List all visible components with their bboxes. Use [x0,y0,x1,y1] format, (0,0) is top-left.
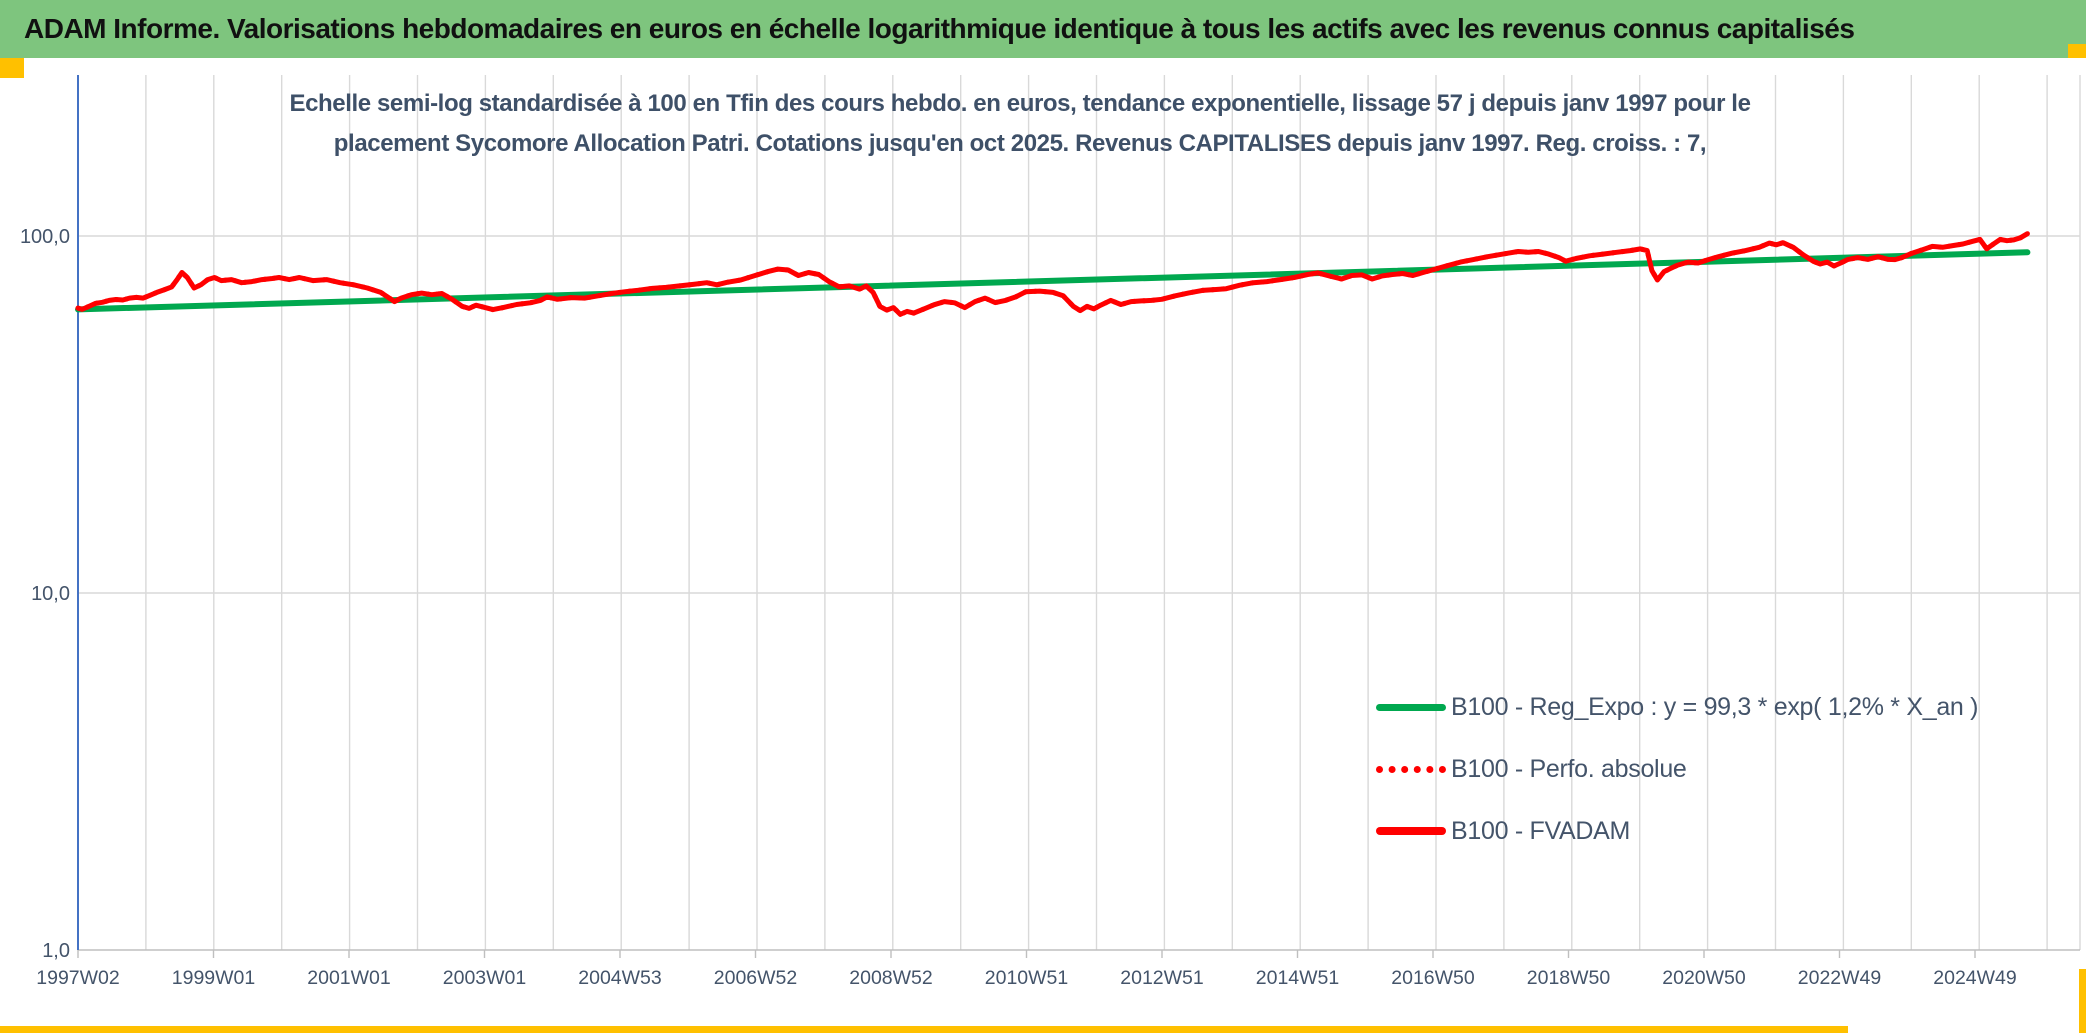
x-tick-label: 1999W01 [172,967,255,989]
x-tick-label: 2012W51 [1120,967,1203,989]
x-tick-label: 2004W53 [578,967,661,989]
legend-label: B100 - FVADAM [1451,816,1631,845]
x-tick-label: 2006W52 [714,967,797,989]
x-tick-label: 2024W49 [1933,967,2016,989]
chart-subtitle-line1: Echelle semi-log standardisée à 100 en T… [289,90,1751,117]
legend-item-fvadam: B100 - FVADAM [1376,816,2036,845]
series-fvadam [75,231,2030,317]
x-tick-label: 2016W50 [1391,967,1475,989]
x-tick-label: 2022W49 [1798,967,1881,989]
x-tick-label: 2001W01 [307,967,390,989]
legend-swatch-green-solid [1376,703,1446,711]
x-tick-label: 2018W50 [1527,967,1611,989]
legend-label: B100 - Reg_Expo : y = 99,3 * exp( 1,2% *… [1451,692,1979,721]
x-tick-label: 2008W52 [849,967,932,989]
accent-top-left [0,58,24,78]
accent-top-right [2068,44,2086,58]
x-tick-label: 1997W02 [36,967,119,989]
chart-legend: B100 - Reg_Expo : y = 99,3 * exp( 1,2% *… [1376,692,2036,880]
x-tick-label: 2020W50 [1662,967,1746,989]
series-reg-expo [75,249,2031,313]
y-tick-label: 100,0 [20,226,70,248]
x-tick-label: 2003W01 [443,967,526,989]
chart-subtitle: Echelle semi-log standardisée à 100 en T… [80,84,1960,164]
y-tick-label: 1,0 [42,940,70,962]
x-tick-label: 2014W51 [1256,967,1339,989]
legend-swatch-red-solid [1376,827,1446,835]
legend-label: B100 - Perfo. absolue [1451,754,1687,783]
legend-item-perfo: B100 - Perfo. absolue [1376,754,2036,783]
x-tick-label: 2010W51 [985,967,1068,989]
chart-subtitle-line2: placement Sycomore Allocation Patri. Cot… [333,130,1707,157]
report-title: ADAM Informe. Valorisations hebdomadaire… [24,13,1855,44]
accent-bottom-strip [0,1026,1848,1033]
legend-item-reg_expo: B100 - Reg_Expo : y = 99,3 * exp( 1,2% *… [1376,692,2036,721]
y-tick-label: 10,0 [31,583,70,605]
legend-swatch-red-dotted [1376,765,1446,773]
accent-right-column [2079,969,2086,1033]
title-bar: ADAM Informe. Valorisations hebdomadaire… [0,0,2086,58]
